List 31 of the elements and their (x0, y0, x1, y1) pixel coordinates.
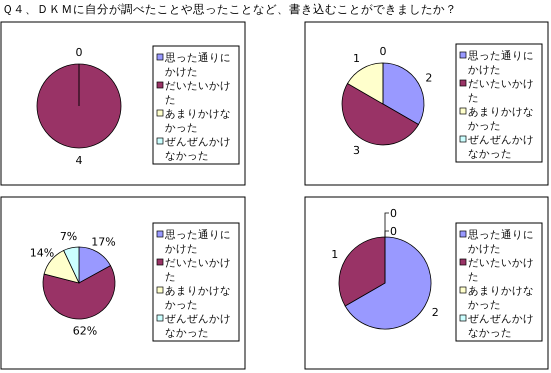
legend-label: ぜんぜんかけなかった (165, 313, 231, 339)
legend-label: あまりかけなかった (165, 108, 231, 134)
data-label: 3 (353, 144, 360, 157)
data-label: 2 (425, 72, 432, 84)
legend-label: ぜんぜんかけなかった (468, 134, 534, 160)
legend-label: あまりかけなかった (468, 285, 534, 311)
legend-label: 思った通りにかけた (467, 228, 534, 255)
legend-label: だいたいかけた (468, 78, 534, 104)
data-label: 2 (432, 306, 439, 319)
data-label: 62% (72, 324, 98, 338)
legend-label: あまりかけなかった (165, 285, 231, 311)
data-label: 7% (60, 230, 78, 244)
legend-label: 思った通りにかけた (164, 228, 231, 255)
data-label: 1 (353, 52, 360, 66)
legend-label: 思った通りにかけた (164, 51, 231, 78)
data-label: 1 (331, 248, 338, 261)
chart-title: Ｑ４、ＤＫＭに自分が調べたことや思ったことなど、書き込むことができましたか？ (2, 2, 457, 16)
legend-label: あまりかけなかった (468, 106, 534, 132)
data-label: 4 (76, 154, 82, 167)
legend-label: ぜんぜんかけなかった (165, 136, 231, 162)
legend-label: だいたいかけた (468, 257, 534, 283)
data-label: 17% (91, 236, 116, 249)
legend-label: 思った通りにかけた (467, 49, 534, 76)
text: 0 (76, 46, 82, 59)
legend-label: だいたいかけた (165, 80, 231, 106)
text: 0 (390, 225, 397, 238)
text: 0 (380, 45, 386, 58)
data-label: 14% (30, 246, 54, 260)
legend-label: だいたいかけた (165, 257, 231, 283)
legend-label: ぜんぜんかけなかった (468, 313, 534, 339)
text: 0 (390, 207, 397, 220)
